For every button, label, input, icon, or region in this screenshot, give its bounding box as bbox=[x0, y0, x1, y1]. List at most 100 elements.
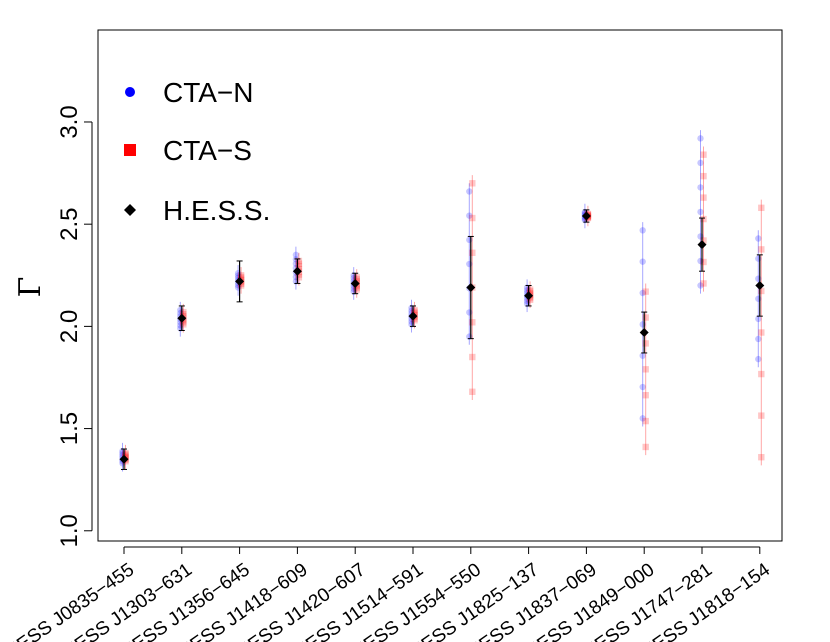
cta-n-point bbox=[466, 188, 473, 195]
cta-s-point bbox=[353, 274, 360, 281]
cta-n-point bbox=[697, 135, 704, 142]
cta-s-point bbox=[469, 180, 476, 187]
cta-s-point bbox=[295, 257, 303, 265]
cta-n-point bbox=[292, 251, 300, 259]
hess-point bbox=[639, 328, 649, 338]
cta-s-point bbox=[295, 263, 303, 270]
cta-n-point bbox=[697, 208, 704, 216]
cta-s-point bbox=[642, 314, 649, 321]
cta-n-point bbox=[755, 235, 762, 242]
cta-s-point bbox=[353, 286, 360, 293]
cta-s-point bbox=[642, 288, 649, 295]
hess-point bbox=[408, 311, 418, 321]
cta-s-point bbox=[700, 151, 707, 158]
cta-s-point bbox=[411, 306, 418, 314]
cta-n-point bbox=[755, 275, 762, 282]
cta-s-point bbox=[122, 449, 129, 457]
y-tick-label: 2.5 bbox=[56, 207, 83, 240]
cta-s-point bbox=[700, 215, 707, 223]
cta-s-point bbox=[295, 271, 303, 278]
cta-n-point bbox=[697, 159, 704, 167]
cta-s-point bbox=[180, 321, 187, 328]
cta-s-point bbox=[526, 286, 534, 293]
cta-s-point bbox=[700, 194, 707, 201]
cta-s-point bbox=[469, 214, 476, 222]
y-tick-label: 2.0 bbox=[56, 310, 83, 343]
hess-point bbox=[177, 313, 187, 323]
legend-label: CTA−N bbox=[163, 77, 254, 108]
cta-n-point bbox=[697, 282, 704, 289]
cta-n-point bbox=[466, 236, 473, 244]
cta-s-point bbox=[700, 172, 707, 180]
cta-n-point bbox=[639, 227, 646, 234]
cta-s-point bbox=[758, 453, 765, 461]
cta-s-point bbox=[642, 417, 649, 425]
cta-s-point bbox=[353, 284, 360, 291]
cta-s-point bbox=[295, 260, 303, 267]
hess-point bbox=[292, 266, 302, 276]
cta-s-point bbox=[758, 329, 765, 336]
hess-point bbox=[581, 211, 591, 221]
y-axis-label: Γ bbox=[13, 277, 48, 298]
legend-marker-cta-n bbox=[125, 87, 135, 97]
cta-n-point bbox=[697, 184, 704, 191]
cta-s-point bbox=[237, 272, 245, 279]
cta-s-point bbox=[758, 412, 765, 419]
hess-point bbox=[466, 283, 476, 293]
cta-s-point bbox=[180, 319, 187, 326]
cta-s-point bbox=[700, 237, 707, 244]
cta-n-point bbox=[755, 355, 762, 363]
cta-s-point bbox=[469, 249, 476, 256]
cta-n-point bbox=[639, 258, 646, 265]
cta-s-point bbox=[642, 366, 649, 373]
cta-s-point bbox=[237, 273, 245, 281]
cta-s-point bbox=[758, 370, 765, 378]
cta-s-point bbox=[642, 443, 649, 451]
legend-marker-hess bbox=[124, 204, 136, 216]
cta-s-point bbox=[758, 204, 765, 212]
y-tick-label: 1.0 bbox=[56, 514, 83, 547]
data-marks bbox=[119, 130, 765, 472]
cta-n-point bbox=[639, 289, 646, 297]
cta-n-point bbox=[466, 212, 473, 219]
hess-point bbox=[524, 291, 534, 301]
cta-s-point bbox=[180, 308, 187, 316]
cta-n-point bbox=[639, 321, 646, 328]
hess-point bbox=[119, 454, 129, 464]
cta-s-point bbox=[353, 276, 360, 283]
cta-n-point bbox=[639, 383, 646, 391]
cta-n-point bbox=[755, 255, 762, 262]
y-axis: 1.0 1.5 2.0 2.5 3.0 bbox=[56, 105, 93, 547]
legend-label: H.E.S.S. bbox=[163, 195, 270, 226]
hess-point bbox=[350, 278, 360, 288]
cta-s-point bbox=[758, 246, 765, 253]
plot-frame bbox=[97, 29, 783, 542]
cta-s-point bbox=[700, 258, 707, 266]
cta-n-point bbox=[466, 309, 473, 316]
cta-s-point bbox=[295, 274, 303, 281]
hess-point bbox=[235, 276, 245, 286]
cta-n-point bbox=[639, 415, 646, 422]
cta-s-point bbox=[642, 391, 649, 399]
cta-n-point bbox=[755, 335, 762, 343]
cta-n-point bbox=[755, 315, 762, 323]
hess-point bbox=[755, 281, 765, 290]
cta-n-point bbox=[755, 295, 762, 302]
y-tick-label: 3.0 bbox=[56, 105, 83, 138]
hess-point bbox=[697, 240, 707, 250]
cta-n-point bbox=[639, 352, 646, 359]
cta-s-point bbox=[700, 280, 707, 287]
cta-s-point bbox=[122, 451, 129, 458]
cta-s-point bbox=[411, 317, 418, 324]
cta-s-point bbox=[642, 340, 649, 347]
cta-s-point bbox=[526, 296, 534, 304]
legend-marker-cta-s bbox=[124, 144, 136, 156]
legend-label: CTA−S bbox=[163, 135, 252, 166]
cta-s-point bbox=[526, 288, 534, 295]
cta-s-point bbox=[469, 319, 476, 326]
cta-s-point bbox=[469, 353, 476, 361]
cta-s-point bbox=[411, 308, 418, 315]
cta-s-point bbox=[122, 452, 129, 460]
